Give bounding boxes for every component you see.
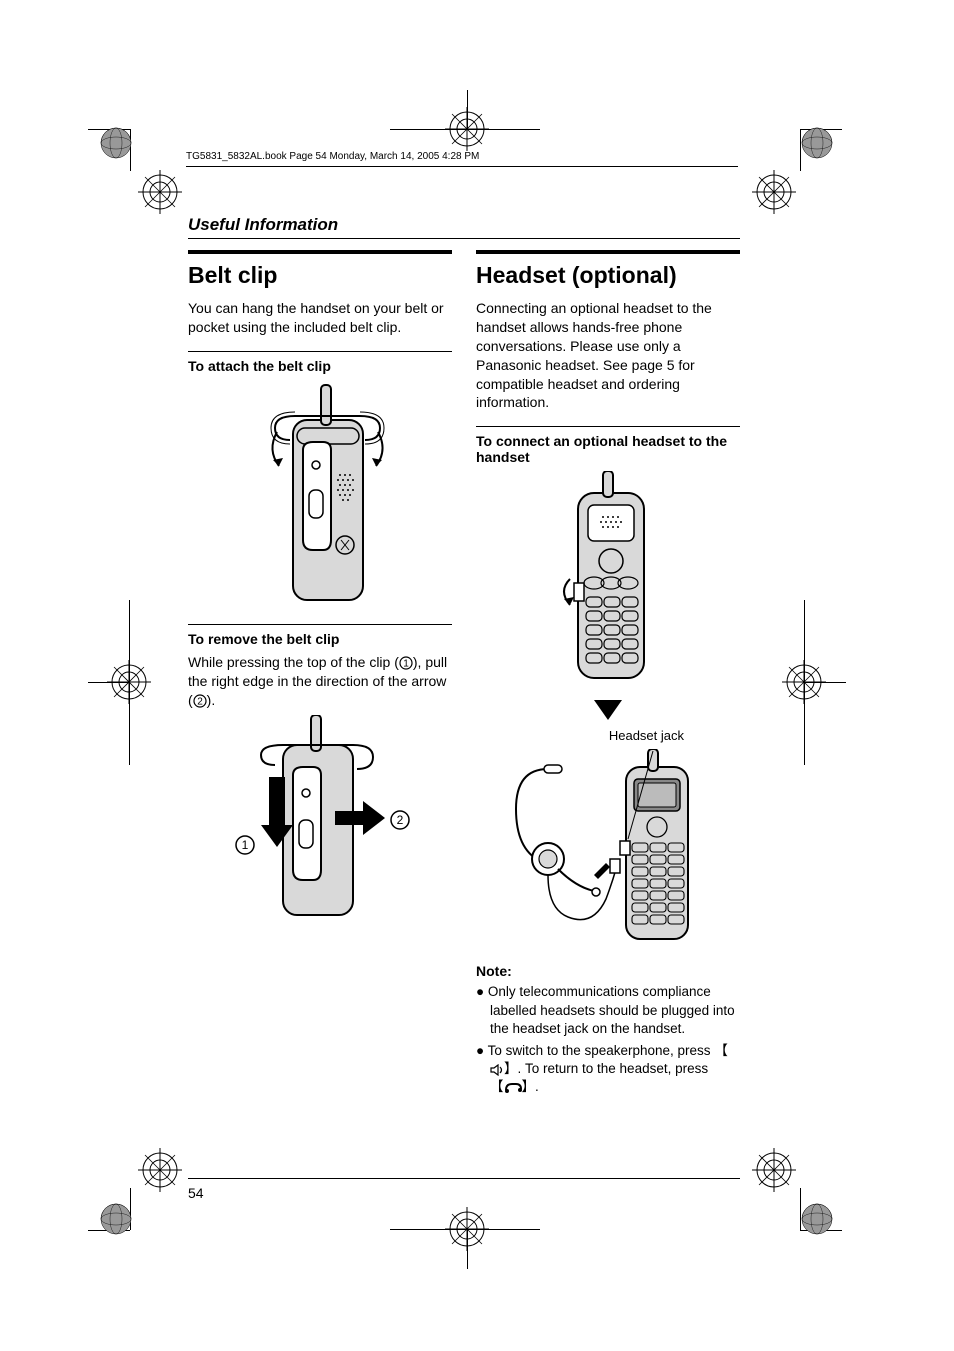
crop-line bbox=[804, 682, 846, 683]
svg-text:1: 1 bbox=[403, 658, 409, 669]
left-column: Belt clip You can hang the handset on yo… bbox=[188, 250, 452, 1190]
crop-line bbox=[467, 1229, 468, 1269]
belt-clip-remove-figure: 1 2 bbox=[215, 715, 425, 925]
thin-rule bbox=[188, 624, 452, 625]
registration-sphere-icon bbox=[99, 1202, 133, 1236]
section-underline bbox=[188, 238, 740, 239]
registration-sphere-icon bbox=[800, 1202, 834, 1236]
remove-text: While pressing the top of the clip (1), … bbox=[188, 653, 452, 710]
footer-rule bbox=[188, 1178, 740, 1179]
crop-line bbox=[88, 682, 130, 683]
circled-1-icon: 1 bbox=[399, 656, 413, 670]
headset-intro: Connecting an optional headset to the ha… bbox=[476, 299, 740, 412]
note-item: Only telecommunications compliance label… bbox=[476, 983, 740, 1038]
right-column: Headset (optional) Connecting an optiona… bbox=[476, 250, 740, 1190]
crop-line bbox=[390, 1229, 540, 1230]
fig-label-2: 2 bbox=[397, 813, 404, 827]
page-number: 54 bbox=[188, 1185, 204, 1201]
registration-target-icon bbox=[752, 1148, 796, 1192]
thin-rule bbox=[188, 351, 452, 352]
svg-text:2: 2 bbox=[197, 696, 203, 707]
note-2-a: To switch to the speakerphone, press bbox=[488, 1043, 715, 1058]
registration-sphere-icon bbox=[800, 126, 834, 160]
registration-target-icon bbox=[752, 170, 796, 214]
note-list: Only telecommunications compliance label… bbox=[476, 983, 740, 1096]
note-2-c: . bbox=[535, 1079, 539, 1094]
header-rule bbox=[186, 166, 738, 167]
crop-line bbox=[390, 129, 540, 130]
remove-text-a: While pressing the top of the clip ( bbox=[188, 654, 399, 670]
talk-key-icon: 【】 bbox=[490, 1079, 535, 1094]
headset-connect-figure bbox=[498, 749, 718, 949]
content-columns: Belt clip You can hang the handset on yo… bbox=[188, 250, 740, 1190]
heading-rule bbox=[476, 250, 740, 254]
registration-target-icon bbox=[138, 170, 182, 214]
crop-line bbox=[467, 90, 468, 130]
belt-clip-intro: You can hang the handset on your belt or… bbox=[188, 299, 452, 337]
headset-jack-label: Headset jack bbox=[476, 728, 740, 743]
heading-rule bbox=[188, 250, 452, 254]
belt-clip-heading: Belt clip bbox=[188, 262, 452, 289]
section-title: Useful Information bbox=[188, 215, 338, 235]
registration-target-icon bbox=[138, 1148, 182, 1192]
note-2-b: . To return to the headset, press bbox=[518, 1061, 709, 1076]
belt-clip-attach-figure bbox=[245, 380, 395, 610]
header-meta: TG5831_5832AL.book Page 54 Monday, March… bbox=[186, 151, 738, 162]
attach-subhead: To attach the belt clip bbox=[188, 358, 452, 374]
headset-heading: Headset (optional) bbox=[476, 262, 740, 289]
thin-rule bbox=[476, 426, 740, 427]
note-heading: Note: bbox=[476, 963, 740, 979]
note-item: To switch to the speakerphone, press 【】.… bbox=[476, 1042, 740, 1097]
circled-2-icon: 2 bbox=[193, 694, 207, 708]
registration-sphere-icon bbox=[99, 126, 133, 160]
remove-text-c: ). bbox=[207, 692, 216, 708]
fig-label-1: 1 bbox=[242, 838, 249, 852]
handset-side-figure bbox=[548, 471, 668, 686]
down-arrow-icon bbox=[594, 700, 622, 720]
remove-subhead: To remove the belt clip bbox=[188, 631, 452, 647]
connect-subhead: To connect an optional headset to the ha… bbox=[476, 433, 740, 465]
